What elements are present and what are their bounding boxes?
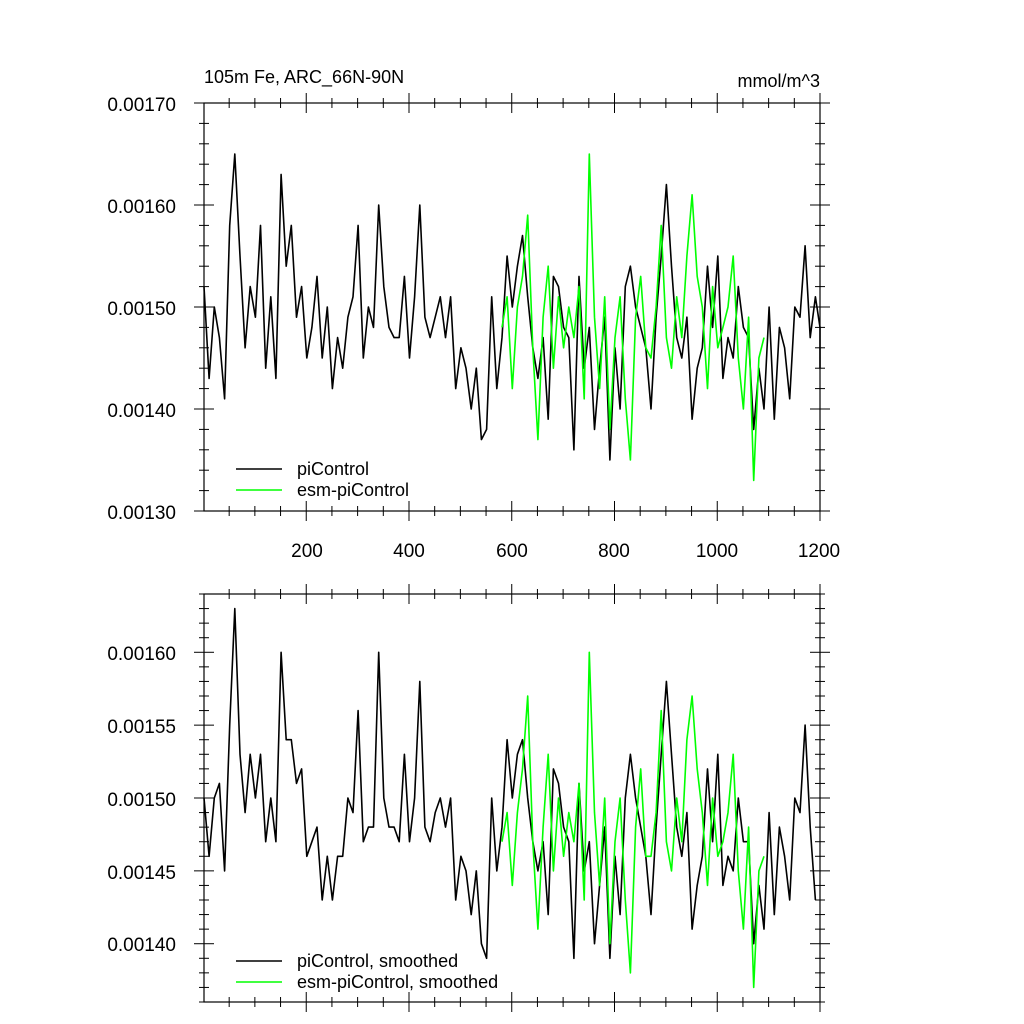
top-xtick-label: 1000 bbox=[696, 541, 738, 562]
series-line-esm-picontrol-smoothed bbox=[501, 651, 765, 989]
bottom-panel: 0.00160 0.00155 0.00150 0.00145 0.00140 … bbox=[107, 584, 830, 1012]
series-line-picontrol bbox=[203, 153, 821, 461]
top-ytick-label: 0.00130 bbox=[107, 503, 176, 524]
top-series-group bbox=[203, 153, 821, 482]
top-panel: 105m Fe, ARC_66N-90N mmol/m^3 0.00170 0.… bbox=[107, 67, 840, 562]
bottom-ytick-label: 0.00155 bbox=[107, 717, 176, 738]
top-xtick-label: 600 bbox=[496, 541, 528, 562]
bottom-ytick-label: 0.00140 bbox=[107, 935, 176, 956]
legend-label-esm-picontrol-smoothed: esm-piControl, smoothed bbox=[297, 972, 498, 992]
bottom-legend: piControl, smoothed esm-piControl, smoot… bbox=[236, 951, 498, 992]
legend-label-esm-picontrol: esm-piControl bbox=[297, 480, 409, 500]
bottom-ytick-label: 0.00145 bbox=[107, 863, 176, 884]
bottom-ytick-label: 0.00160 bbox=[107, 644, 176, 665]
top-legend: piControl esm-piControl bbox=[236, 459, 409, 500]
bottom-ytick-label: 0.00150 bbox=[107, 790, 176, 811]
top-chart-title: 105m Fe, ARC_66N-90N bbox=[204, 67, 404, 88]
bottom-series-group bbox=[203, 607, 817, 989]
top-ytick-label: 0.00170 bbox=[107, 95, 176, 116]
top-ytick-label: 0.00140 bbox=[107, 401, 176, 422]
top-xtick-label: 400 bbox=[393, 541, 425, 562]
top-ytick-label: 0.00160 bbox=[107, 197, 176, 218]
series-line-picontrol-smoothed bbox=[203, 607, 817, 960]
legend-label-picontrol: piControl bbox=[297, 459, 369, 479]
series-line-esm-picontrol bbox=[501, 153, 765, 482]
top-chart-units: mmol/m^3 bbox=[738, 71, 820, 91]
top-ytick-label: 0.00150 bbox=[107, 299, 176, 320]
top-xtick-label: 800 bbox=[598, 541, 630, 562]
bottom-axis-ticks bbox=[194, 584, 830, 1012]
legend-label-picontrol-smoothed: piControl, smoothed bbox=[297, 951, 458, 971]
top-xtick-label: 200 bbox=[291, 541, 323, 562]
top-xtick-label: 1200 bbox=[798, 541, 840, 562]
top-axis-ticks bbox=[194, 93, 830, 521]
